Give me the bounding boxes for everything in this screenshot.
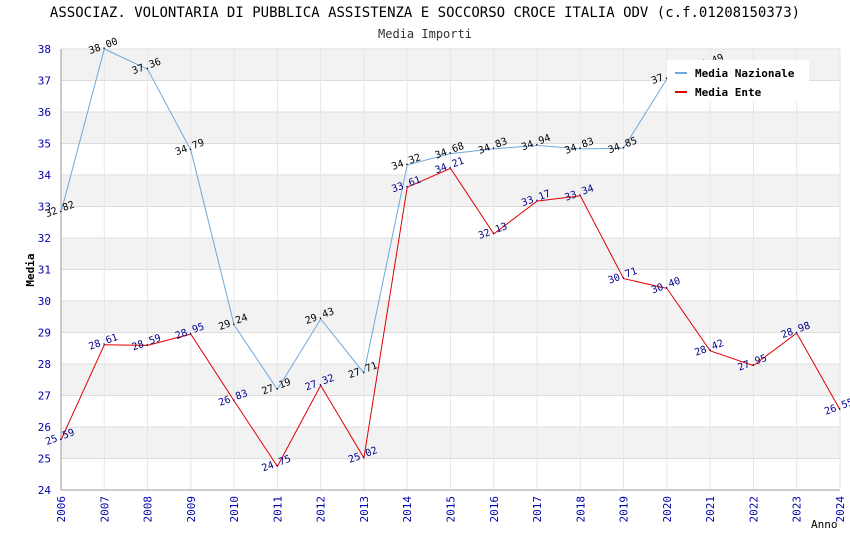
x-tick-label: 2007 [98, 496, 111, 523]
x-tick-label: 2016 [488, 496, 501, 523]
x-tick-label: 2012 [315, 496, 328, 523]
legend-label: Media Ente [695, 86, 762, 99]
y-tick-label: 24 [38, 484, 52, 497]
x-tick-label: 2006 [55, 496, 68, 523]
y-tick-label: 29 [38, 327, 51, 340]
x-tick-label: 2020 [661, 496, 674, 523]
y-axis-ticks: 24 25 26 27 28 29 30 31 32 33 34 35 36 37 38 [38, 43, 52, 497]
chart-title: ASSOCIAZ. VOLONTARIA DI PUBBLICA ASSISTE… [49, 5, 801, 21]
x-tick-label: 2019 [618, 496, 631, 523]
series-lines [60, 48, 841, 468]
y-tick-label: 30 [38, 295, 51, 308]
y-tick-label: 36 [38, 106, 51, 119]
axes [60, 49, 840, 491]
y-tick-label: 32 [38, 232, 51, 245]
series-line-media-ente [60, 167, 841, 468]
y-tick-label: 28 [38, 358, 51, 371]
y-tick-label: 31 [38, 264, 51, 277]
x-tick-label: 2013 [358, 496, 371, 523]
grid-lines [60, 48, 841, 491]
x-axis-title: Anno [811, 518, 838, 531]
x-tick-label: 2017 [531, 496, 544, 523]
x-tick-label: 2008 [142, 496, 155, 523]
y-axis-title: Media [24, 253, 37, 286]
legend: Media Nazionale Media Ente [667, 60, 809, 102]
x-tick-label: 2010 [228, 496, 241, 523]
y-tick-label: 37 [38, 75, 51, 88]
y-tick-label: 27 [38, 390, 51, 403]
y-tick-label: 35 [38, 138, 51, 151]
y-tick-label: 34 [38, 169, 52, 182]
x-tick-label: 2024 [834, 496, 847, 523]
x-tick-label: 2022 [747, 496, 760, 523]
x-tick-label: 2011 [271, 496, 284, 523]
y-tick-label: 38 [38, 43, 51, 56]
x-tick-label: 2015 [445, 496, 458, 523]
chart-subtitle: Media Importi [378, 27, 472, 41]
x-tick-label: 2009 [185, 496, 198, 523]
x-axis-ticks: 2006 2007 2008 2009 2010 2011 2012 2013 2014 2015… [55, 496, 847, 523]
legend-label: Media Nazionale [695, 67, 795, 80]
x-tick-label: 2014 [401, 496, 414, 523]
x-tick-label: 2018 [574, 496, 587, 523]
y-tick-label: 25 [38, 453, 51, 466]
y-tick-label: 26 [38, 421, 51, 434]
legend-box [667, 60, 809, 102]
y-tick-label: 33 [38, 201, 51, 214]
x-tick-label: 2021 [704, 496, 717, 523]
x-tick-label: 2023 [791, 496, 804, 523]
series-line-media-nazionale [60, 48, 711, 391]
